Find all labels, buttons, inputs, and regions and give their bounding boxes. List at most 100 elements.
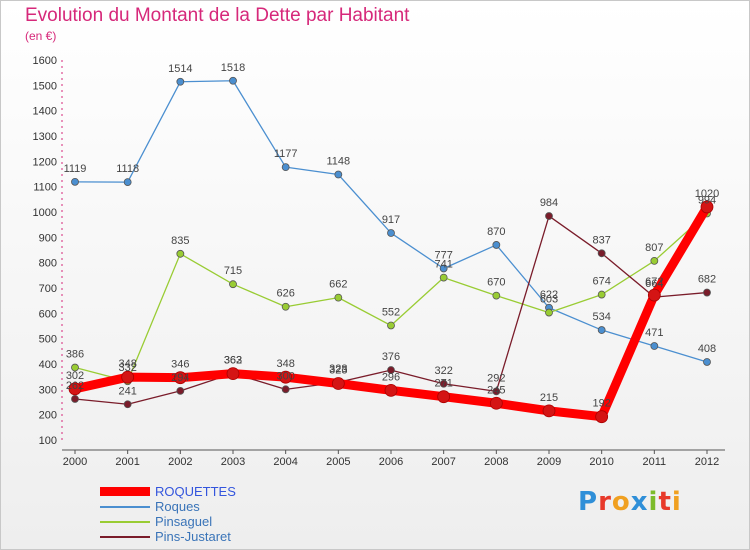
data-label-roques: 622 (540, 289, 558, 301)
data-label-roquettes: 245 (487, 384, 505, 396)
data-point-roquettes (226, 367, 240, 381)
x-tick-label: 2005 (326, 456, 350, 468)
data-label-roques: 870 (487, 226, 505, 238)
y-tick-label: 1400 (33, 106, 57, 118)
data-point-pins-justaret (597, 249, 606, 258)
logo-letter: P (578, 487, 599, 517)
data-point-pinsaguel (71, 363, 79, 372)
data-point-roques (176, 77, 185, 86)
data-label-roques: 471 (645, 327, 663, 339)
data-point-roques (439, 264, 448, 273)
data-point-pins-justaret (439, 379, 448, 388)
data-point-pinsaguel (334, 293, 343, 302)
data-point-roques (650, 342, 659, 350)
data-point-pins-justaret (545, 212, 553, 220)
data-label-roques: 1177 (274, 148, 298, 160)
data-point-pinsaguel (650, 256, 659, 265)
data-point-pins-justaret (492, 387, 501, 396)
data-point-pins-justaret (71, 395, 79, 403)
data-point-roques (703, 358, 711, 366)
logo-letter: i (648, 487, 659, 517)
data-label-pins-justaret: 837 (592, 234, 610, 246)
data-point-pinsaguel (492, 291, 501, 300)
x-tick-label: 2007 (431, 456, 455, 468)
data-label-pinsaguel: 626 (276, 288, 294, 300)
data-point-roquettes (68, 382, 82, 396)
data-point-roques (492, 241, 501, 249)
x-tick-label: 2011 (643, 456, 667, 468)
legend-swatch (100, 487, 150, 496)
data-label-roques: 1514 (168, 63, 192, 75)
data-label-pinsaguel: 835 (171, 235, 189, 247)
data-point-pinsaguel (545, 308, 553, 317)
data-point-roquettes (121, 370, 135, 384)
data-label-roques: 408 (698, 343, 716, 355)
logo-letter: o (611, 487, 631, 517)
data-point-pinsaguel (176, 249, 185, 258)
data-label-roquettes: 346 (171, 359, 189, 371)
logo-letter: i (671, 487, 682, 517)
y-tick-label: 400 (39, 359, 57, 371)
data-point-roquettes (331, 377, 345, 390)
x-tick-label: 2006 (379, 456, 403, 468)
data-point-roquettes (489, 396, 503, 410)
data-label-roquettes: 323 (329, 365, 347, 377)
data-label-roques: 1518 (221, 62, 245, 74)
data-label-pins-justaret: 241 (118, 385, 136, 397)
legend-swatch (100, 506, 150, 508)
data-label-roquettes: 215 (540, 392, 558, 404)
legend-swatch (100, 536, 150, 538)
logo-letter: x (630, 487, 649, 517)
data-point-roques (334, 170, 343, 179)
y-tick-label: 500 (39, 334, 57, 346)
data-label-pins-justaret: 328 (329, 363, 347, 375)
data-point-roques (71, 177, 79, 186)
data-point-roques (229, 76, 237, 85)
chart-axes: 100 200 300 400 500 600 700 800 900 1000 1100 1200 1… (33, 55, 725, 468)
data-point-roquettes (542, 404, 556, 418)
data-point-roques (281, 163, 290, 172)
data-point-pins-justaret (387, 366, 395, 374)
legend-swatch (100, 521, 150, 523)
data-label-pinsaguel: 662 (329, 279, 347, 291)
data-label-roquettes: 362 (224, 355, 242, 367)
y-tick-label: 1500 (33, 80, 57, 92)
y-tick-label: 1300 (33, 131, 57, 143)
data-label-pinsaguel: 994 (698, 195, 716, 207)
y-tick-label: 1100 (33, 182, 57, 194)
data-label-roquettes: 271 (434, 378, 452, 390)
data-point-roquettes (700, 200, 714, 214)
x-tick-label: 2008 (484, 456, 508, 468)
data-point-roquettes (437, 390, 451, 404)
x-tick-label: 2012 (695, 456, 719, 468)
data-label-roquettes: 1020 (695, 188, 719, 200)
y-tick-label: 700 (39, 283, 57, 295)
data-point-roquettes (279, 370, 293, 384)
data-labels-layer: 1119 1118 1514 1518 1177 1148 917 777 870 622 534 4… (64, 62, 720, 410)
data-label-pins-justaret: 363 (224, 354, 242, 366)
data-point-pins-justaret (176, 386, 185, 395)
data-label-pins-justaret: 682 (698, 274, 716, 286)
legend-label: Roques (155, 499, 200, 514)
data-label-pinsaguel: 386 (66, 349, 84, 361)
data-point-pinsaguel (439, 273, 448, 282)
x-tick-label: 2004 (273, 456, 297, 468)
data-point-pinsaguel (387, 321, 395, 330)
data-label-roquettes: 296 (382, 371, 400, 383)
data-label-roques: 534 (592, 311, 610, 323)
data-point-pins-justaret (123, 400, 132, 409)
legend-label: Pins-Justaret (155, 529, 231, 544)
y-tick-label: 300 (39, 384, 57, 396)
data-label-pinsaguel: 552 (382, 306, 400, 318)
data-label-pins-justaret: 984 (540, 197, 558, 209)
data-label-pins-justaret: 664 (645, 278, 663, 290)
y-tick-label: 1600 (33, 55, 57, 67)
logo-letter: r (598, 487, 612, 517)
data-label-roquettes: 348 (118, 358, 136, 370)
y-tick-label: 900 (39, 232, 57, 244)
data-label-pinsaguel: 715 (224, 265, 242, 277)
x-tick-label: 2009 (537, 456, 561, 468)
data-point-roques (123, 178, 132, 187)
data-label-roques: 1118 (116, 163, 139, 175)
chart-title: Evolution du Montant de la Dette par Hab… (25, 5, 410, 26)
